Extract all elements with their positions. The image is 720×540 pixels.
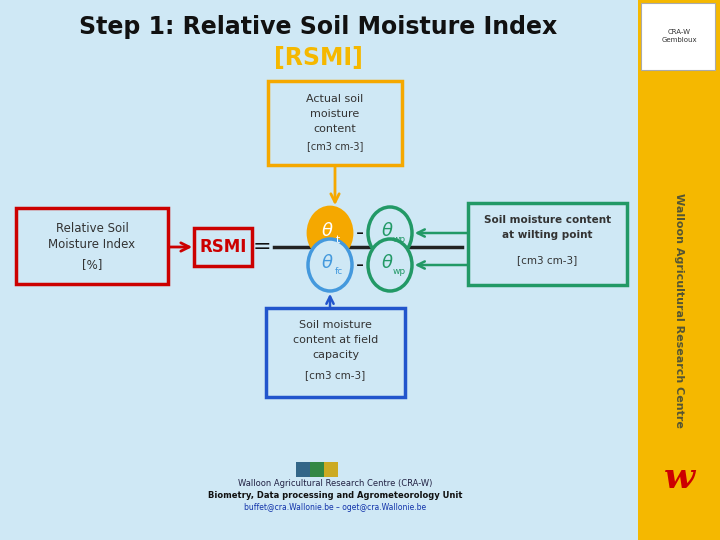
Ellipse shape (368, 207, 412, 259)
Text: wp: wp (392, 267, 405, 276)
FancyBboxPatch shape (194, 228, 252, 266)
Text: Soil moisture: Soil moisture (299, 320, 372, 330)
Text: RSMI: RSMI (199, 238, 247, 256)
FancyBboxPatch shape (16, 208, 168, 284)
Text: =: = (253, 237, 271, 257)
Text: fc: fc (335, 267, 343, 276)
Text: wp: wp (392, 235, 405, 245)
Text: $\theta$: $\theta$ (320, 222, 333, 240)
Text: moisture: moisture (310, 109, 359, 119)
FancyBboxPatch shape (641, 3, 715, 70)
FancyBboxPatch shape (266, 308, 405, 397)
Text: Soil moisture content: Soil moisture content (484, 215, 611, 225)
Text: $\theta$: $\theta$ (381, 254, 393, 272)
FancyBboxPatch shape (310, 462, 324, 477)
Text: $\theta$: $\theta$ (320, 254, 333, 272)
Text: -: - (356, 223, 364, 243)
FancyBboxPatch shape (638, 0, 720, 540)
Text: Step 1: Relative Soil Moisture Index: Step 1: Relative Soil Moisture Index (79, 15, 557, 39)
Text: content at field: content at field (293, 335, 378, 345)
Text: [cm3 cm-3]: [cm3 cm-3] (307, 141, 363, 151)
Text: $\theta$: $\theta$ (381, 222, 393, 240)
Text: buffet@cra.Wallonie.be – oget@cra.Wallonie.be: buffet@cra.Wallonie.be – oget@cra.Wallon… (244, 503, 426, 512)
Text: Moisture Index: Moisture Index (48, 238, 135, 251)
Ellipse shape (308, 207, 352, 259)
Text: -: - (356, 255, 364, 275)
Text: Actual soil: Actual soil (307, 94, 364, 104)
FancyBboxPatch shape (468, 203, 627, 285)
Text: content: content (314, 124, 356, 134)
Text: Walloon Agricultural Research Centre: Walloon Agricultural Research Centre (674, 193, 684, 428)
Text: t: t (336, 235, 340, 245)
Text: capacity: capacity (312, 350, 359, 360)
Text: Biometry, Data processing and Agrometeorology Unit: Biometry, Data processing and Agrometeor… (208, 491, 462, 501)
Ellipse shape (368, 239, 412, 291)
FancyBboxPatch shape (268, 81, 402, 165)
Text: [%]: [%] (82, 259, 102, 272)
Text: CRA-W
Gembloux: CRA-W Gembloux (661, 30, 697, 43)
Ellipse shape (308, 239, 352, 291)
FancyBboxPatch shape (296, 462, 310, 477)
Text: [RSMI]: [RSMI] (274, 46, 362, 70)
Text: [cm3 cm-3]: [cm3 cm-3] (518, 255, 577, 265)
Text: [cm3 cm-3]: [cm3 cm-3] (305, 370, 366, 380)
Text: at wilting point: at wilting point (503, 230, 593, 240)
Text: w: w (663, 461, 695, 495)
Text: Walloon Agricultural Research Centre (CRA-W): Walloon Agricultural Research Centre (CR… (238, 480, 432, 489)
Text: Relative Soil: Relative Soil (55, 221, 128, 234)
FancyBboxPatch shape (324, 462, 338, 477)
